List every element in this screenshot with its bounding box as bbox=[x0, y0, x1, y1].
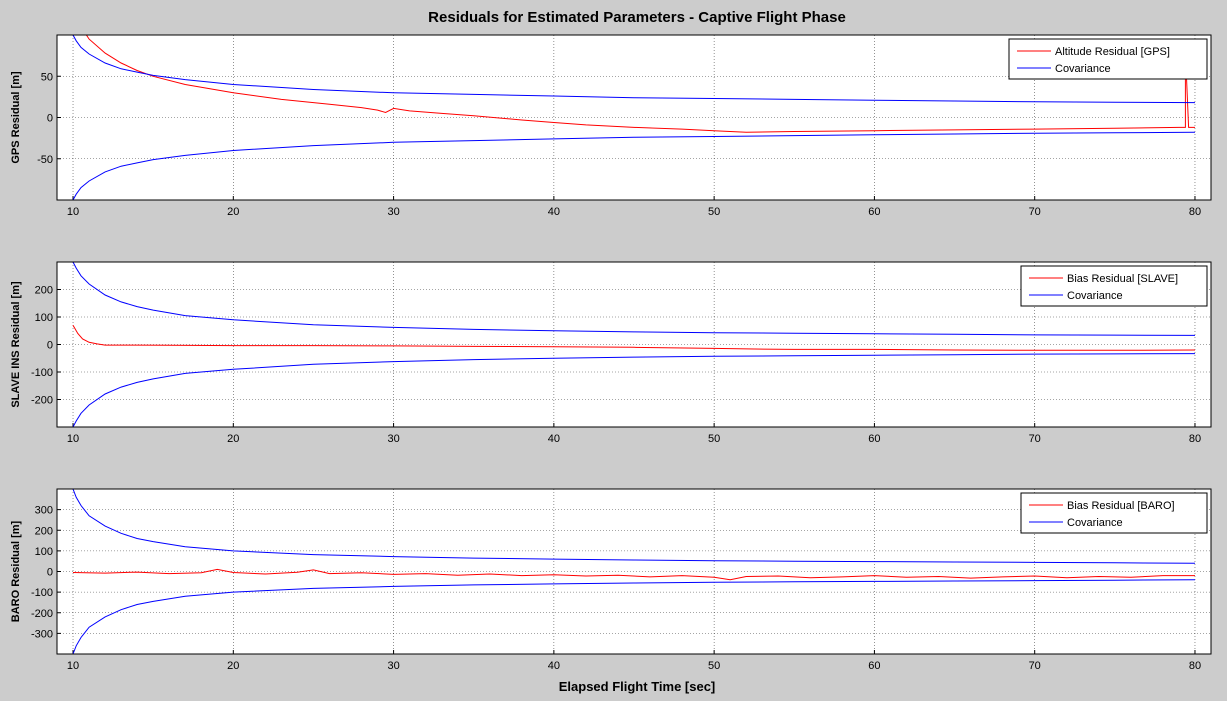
legend: Altitude Residual [GPS] Covariance bbox=[1008, 38, 1208, 80]
x-tick-label: 80 bbox=[1189, 433, 1201, 445]
series-covariance bbox=[72, 489, 1196, 564]
x-tick-label: 50 bbox=[708, 660, 720, 672]
x-tick-label: 70 bbox=[1029, 206, 1041, 218]
axes-panel-3: 10 20 30 40 50 60 70 80 -300 -200 -100 0 100 200 300 BA… bbox=[10, 488, 1212, 672]
y-tick-label: 0 bbox=[47, 113, 53, 125]
x-tick-label: 20 bbox=[227, 660, 239, 672]
y-tick-label: -200 bbox=[31, 395, 53, 407]
x-tick-label: 40 bbox=[548, 206, 560, 218]
x-tick-label: 40 bbox=[548, 433, 560, 445]
legend-label: Covariance bbox=[1067, 290, 1123, 302]
axes-panel-2: 10 20 30 40 50 60 70 80 -200 -100 0 100 200 SLAVE INS… bbox=[10, 261, 1212, 445]
y-tick-label: -100 bbox=[31, 367, 53, 379]
x-tick-label: 60 bbox=[868, 433, 880, 445]
x-tick-label: 10 bbox=[67, 660, 79, 672]
y-tick-label: 300 bbox=[35, 505, 53, 517]
y-tick-label: -50 bbox=[37, 154, 53, 166]
x-tick-label: 60 bbox=[868, 660, 880, 672]
legend-label: Bias Residual [BARO] bbox=[1067, 500, 1175, 512]
y-tick-label: -100 bbox=[31, 587, 53, 599]
x-tick-label: 80 bbox=[1189, 660, 1201, 672]
x-tick-label: 20 bbox=[227, 433, 239, 445]
series-covariance-lower bbox=[72, 579, 1196, 654]
series-bias-residual-slave bbox=[72, 325, 1196, 351]
legend-label: Bias Residual [SLAVE] bbox=[1067, 273, 1178, 285]
series-covariance bbox=[72, 35, 1196, 104]
series-bias-residual-baro bbox=[72, 568, 1195, 581]
y-tick-label: -200 bbox=[31, 608, 53, 620]
legend-label: Covariance bbox=[1067, 517, 1123, 529]
x-axis-label: Elapsed Flight Time [sec] bbox=[559, 679, 716, 694]
x-tick-label: 60 bbox=[868, 206, 880, 218]
axes-box bbox=[56, 261, 1212, 428]
y-axis-label: SLAVE INS Residual [m] bbox=[10, 281, 22, 408]
x-tick-label: 10 bbox=[67, 433, 79, 445]
legend: Bias Residual [BARO] Covariance bbox=[1020, 492, 1208, 534]
legend-box bbox=[1008, 38, 1208, 80]
x-tick-label: 10 bbox=[67, 206, 79, 218]
x-tick-label: 30 bbox=[387, 660, 399, 672]
y-tick-label: 50 bbox=[41, 71, 53, 83]
axes-box bbox=[56, 34, 1212, 201]
x-tick-label: 30 bbox=[387, 433, 399, 445]
y-axis-label: GPS Residual [m] bbox=[10, 71, 22, 164]
y-tick-label: 100 bbox=[35, 312, 53, 324]
x-tick-label: 50 bbox=[708, 206, 720, 218]
series-covariance-lower bbox=[72, 353, 1196, 427]
series-covariance-lower bbox=[72, 131, 1196, 200]
legend-label: Altitude Residual [GPS] bbox=[1055, 46, 1170, 58]
series-covariance bbox=[72, 262, 1196, 336]
x-tick-label: 70 bbox=[1029, 660, 1041, 672]
legend-label: Covariance bbox=[1055, 63, 1111, 75]
figure-title: Residuals for Estimated Parameters - Cap… bbox=[428, 9, 846, 26]
legend-box bbox=[1020, 265, 1208, 307]
x-tick-label: 30 bbox=[387, 206, 399, 218]
y-tick-label: 200 bbox=[35, 285, 53, 297]
legend: Bias Residual [SLAVE] Covariance bbox=[1020, 265, 1208, 307]
x-tick-label: 80 bbox=[1189, 206, 1201, 218]
axes-panel-1: 10 20 30 40 50 60 70 80 -50 0 50 GPS Residual [m] Al… bbox=[10, 34, 1212, 218]
x-tick-label: 50 bbox=[708, 433, 720, 445]
x-tick-label: 70 bbox=[1029, 433, 1041, 445]
axes-box bbox=[56, 488, 1212, 655]
y-tick-label: 200 bbox=[35, 525, 53, 537]
x-tick-label: 20 bbox=[227, 206, 239, 218]
y-tick-label: -300 bbox=[31, 628, 53, 640]
x-tick-label: 40 bbox=[548, 660, 560, 672]
y-tick-label: 100 bbox=[35, 546, 53, 558]
y-tick-label: 0 bbox=[47, 340, 53, 352]
y-tick-label: 0 bbox=[47, 567, 53, 579]
legend-box bbox=[1020, 492, 1208, 534]
y-axis-label: BARO Residual [m] bbox=[10, 520, 22, 622]
